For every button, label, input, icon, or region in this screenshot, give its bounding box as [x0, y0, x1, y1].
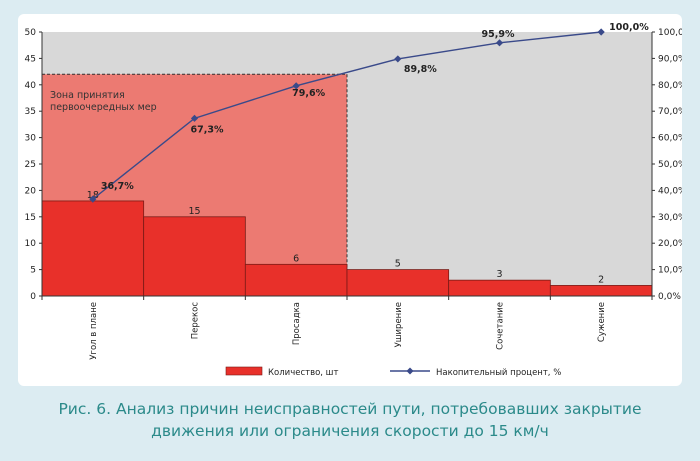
left-tick-label-1: 5: [30, 266, 36, 276]
cumulative-point-3: [394, 55, 402, 63]
bar-value-label-2: 6: [293, 253, 299, 264]
category-label-2: Просадка: [292, 302, 302, 345]
figure-caption: Рис. 6. Анализ причин неисправностей пут…: [0, 398, 700, 442]
left-tick-label-7: 35: [25, 107, 36, 117]
cumulative-label-1: 67,3%: [191, 124, 224, 135]
category-label-0: Угол в плане: [89, 302, 99, 360]
right-tick-label-3: 30,0%: [658, 213, 682, 223]
right-tick-label-6: 60,0%: [658, 134, 682, 144]
right-tick-label-9: 90,0%: [658, 54, 682, 64]
caption-line-2: движения или ограничения скорости до 15 …: [151, 422, 549, 440]
left-tick-label-8: 40: [25, 81, 37, 91]
left-tick-label-5: 25: [25, 160, 36, 170]
left-tick-label-2: 10: [25, 239, 37, 249]
left-tick-label-9: 45: [25, 54, 36, 64]
right-tick-label-4: 40,0%: [658, 186, 682, 196]
cumulative-label-3: 89,8%: [404, 64, 437, 75]
category-label-3: Уширение: [394, 302, 404, 347]
bar-2: [244, 263, 348, 297]
cumulative-label-5: 100,0%: [609, 22, 649, 33]
left-tick-label-0: 0: [30, 292, 36, 302]
right-tick-label-1: 10,0%: [658, 266, 682, 276]
bar-value-label-0: 18: [87, 190, 99, 201]
category-label-1: Перекос: [191, 302, 201, 340]
right-tick-label-2: 20,0%: [658, 239, 682, 249]
right-tick-label-10: 100,0%: [658, 28, 682, 38]
caption-line-1: Рис. 6. Анализ причин неисправностей пут…: [58, 400, 642, 418]
cumulative-label-2: 79,6%: [292, 88, 325, 99]
bar-value-label-4: 3: [496, 269, 502, 280]
zone-label-line-2: первоочередных мер: [50, 102, 157, 113]
cumulative-point-2: [292, 82, 300, 90]
bar-0: [41, 200, 145, 297]
right-tick-label-7: 70,0%: [658, 107, 682, 117]
cumulative-line: [92, 31, 602, 200]
left-tick-label-10: 50: [25, 28, 37, 38]
cumulative-point-5: [597, 28, 605, 36]
left-tick-label-4: 20: [25, 186, 37, 196]
cumulative-label-4: 95,9%: [482, 29, 515, 40]
cumulative-label-0: 36,7%: [101, 181, 134, 192]
category-label-5: Сужение: [597, 302, 607, 342]
cumulative-point-0: [89, 195, 97, 203]
right-tick-label-0: 0,0%: [658, 292, 681, 302]
left-tick-label-6: 30: [25, 134, 37, 144]
legend-line-label: Накопительный процент, %: [436, 368, 561, 378]
chart-figure: Зона принятия первоочередных мер 18 15 6 5 3 2 0…: [18, 14, 682, 386]
bar-value-label-1: 15: [188, 206, 200, 217]
right-tick-label-8: 80,0%: [658, 81, 682, 91]
bar-4: [448, 279, 551, 297]
right-tick-label-5: 50,0%: [658, 160, 682, 170]
legend-bar-label: Количество, шт: [268, 368, 338, 378]
left-tick-label-3: 15: [25, 213, 36, 223]
cumulative-point-4: [495, 39, 504, 47]
bar-value-label-3: 5: [395, 259, 401, 270]
cumulative-point-1: [190, 114, 199, 122]
legend-bar-swatch: [225, 366, 263, 376]
bar-value-label-5: 2: [598, 274, 604, 285]
category-label-4: Сочетание: [496, 302, 506, 350]
bar-1: [143, 216, 246, 297]
bar-5: [549, 285, 653, 297]
bar-3: [346, 269, 450, 297]
zone-label-line-1: Зона принятия: [50, 90, 125, 101]
legend-line-marker: [406, 367, 414, 375]
